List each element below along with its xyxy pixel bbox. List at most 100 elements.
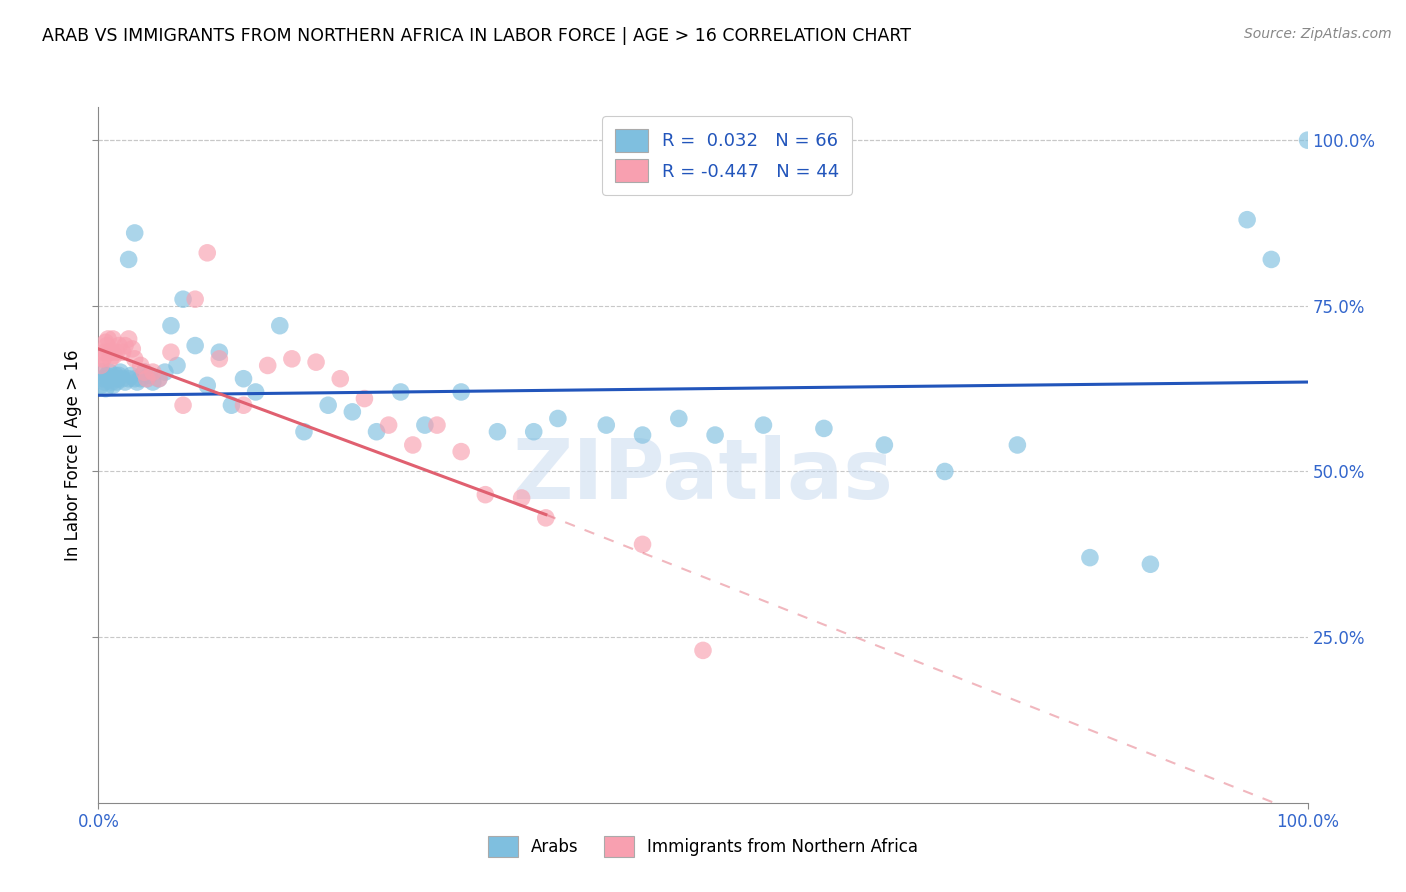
Point bbox=[118, 372, 141, 386]
Point bbox=[134, 365, 156, 379]
Point bbox=[94, 382, 117, 396]
Point bbox=[342, 405, 364, 419]
Point bbox=[208, 351, 231, 366]
Text: Source: ZipAtlas.com: Source: ZipAtlas.com bbox=[1244, 27, 1392, 41]
Point bbox=[100, 372, 122, 386]
Point bbox=[98, 345, 121, 359]
Point bbox=[114, 338, 136, 352]
Point bbox=[305, 355, 328, 369]
Point bbox=[97, 332, 120, 346]
Point bbox=[377, 418, 399, 433]
Point bbox=[1078, 550, 1101, 565]
Point bbox=[1236, 212, 1258, 227]
Point bbox=[101, 332, 124, 346]
Point bbox=[103, 349, 125, 363]
Point bbox=[124, 351, 146, 366]
Point bbox=[631, 537, 654, 551]
Point bbox=[692, 643, 714, 657]
Point bbox=[184, 292, 207, 306]
Point bbox=[208, 345, 231, 359]
Point bbox=[118, 252, 141, 267]
Point bbox=[292, 425, 315, 439]
Point bbox=[316, 398, 339, 412]
Point bbox=[96, 368, 118, 383]
Point bbox=[148, 372, 170, 386]
Point bbox=[873, 438, 896, 452]
Point bbox=[94, 335, 117, 350]
Point bbox=[134, 365, 156, 379]
Point bbox=[195, 245, 218, 260]
Point bbox=[135, 372, 157, 386]
Point bbox=[97, 372, 120, 386]
Point bbox=[704, 428, 727, 442]
Point bbox=[1007, 438, 1029, 452]
Point bbox=[547, 411, 569, 425]
Point bbox=[232, 398, 254, 412]
Point bbox=[153, 365, 176, 379]
Point bbox=[160, 345, 183, 359]
Point bbox=[129, 372, 152, 386]
Point bbox=[129, 359, 152, 373]
Point bbox=[138, 368, 160, 383]
Point bbox=[450, 384, 472, 399]
Point bbox=[426, 418, 449, 433]
Point bbox=[90, 378, 112, 392]
Point bbox=[269, 318, 291, 333]
Point bbox=[104, 368, 127, 383]
Text: ZIPatlas: ZIPatlas bbox=[513, 435, 893, 516]
Point bbox=[389, 384, 412, 399]
Point bbox=[232, 372, 254, 386]
Point bbox=[127, 375, 149, 389]
Point bbox=[172, 398, 194, 412]
Legend: Arabs, Immigrants from Northern Africa: Arabs, Immigrants from Northern Africa bbox=[481, 830, 925, 864]
Point bbox=[91, 372, 114, 386]
Point bbox=[172, 292, 194, 306]
Point bbox=[100, 351, 122, 366]
Point bbox=[107, 372, 129, 386]
Point bbox=[93, 375, 115, 389]
Point bbox=[135, 372, 157, 386]
Point bbox=[105, 345, 128, 359]
Point bbox=[752, 418, 775, 433]
Point bbox=[595, 418, 617, 433]
Point bbox=[91, 351, 114, 366]
Point bbox=[1296, 133, 1319, 147]
Point bbox=[166, 359, 188, 373]
Point bbox=[98, 365, 121, 379]
Point bbox=[450, 444, 472, 458]
Point bbox=[124, 226, 146, 240]
Point bbox=[108, 365, 131, 379]
Point bbox=[534, 511, 557, 525]
Point bbox=[100, 345, 122, 359]
Point bbox=[101, 378, 124, 392]
Point bbox=[353, 392, 375, 406]
Point bbox=[120, 368, 142, 383]
Point bbox=[486, 425, 509, 439]
Point bbox=[124, 372, 146, 386]
Point bbox=[93, 345, 115, 359]
Point bbox=[934, 465, 956, 479]
Text: ARAB VS IMMIGRANTS FROM NORTHERN AFRICA IN LABOR FORCE | AGE > 16 CORRELATION CH: ARAB VS IMMIGRANTS FROM NORTHERN AFRICA … bbox=[42, 27, 911, 45]
Point bbox=[281, 351, 304, 366]
Point bbox=[90, 359, 112, 373]
Point bbox=[668, 411, 690, 425]
Point bbox=[813, 421, 835, 435]
Point bbox=[108, 368, 131, 383]
Point bbox=[413, 418, 436, 433]
Point bbox=[105, 375, 128, 389]
Point bbox=[329, 372, 352, 386]
Point bbox=[1260, 252, 1282, 267]
Point bbox=[108, 338, 131, 352]
Point bbox=[256, 359, 278, 373]
Point bbox=[142, 375, 165, 389]
Point bbox=[523, 425, 546, 439]
Point bbox=[160, 318, 183, 333]
Point bbox=[111, 372, 134, 386]
Point bbox=[91, 351, 114, 366]
Point bbox=[474, 488, 496, 502]
Point bbox=[96, 338, 118, 352]
Point bbox=[103, 372, 125, 386]
Point bbox=[631, 428, 654, 442]
Point bbox=[111, 345, 134, 359]
Point bbox=[402, 438, 425, 452]
